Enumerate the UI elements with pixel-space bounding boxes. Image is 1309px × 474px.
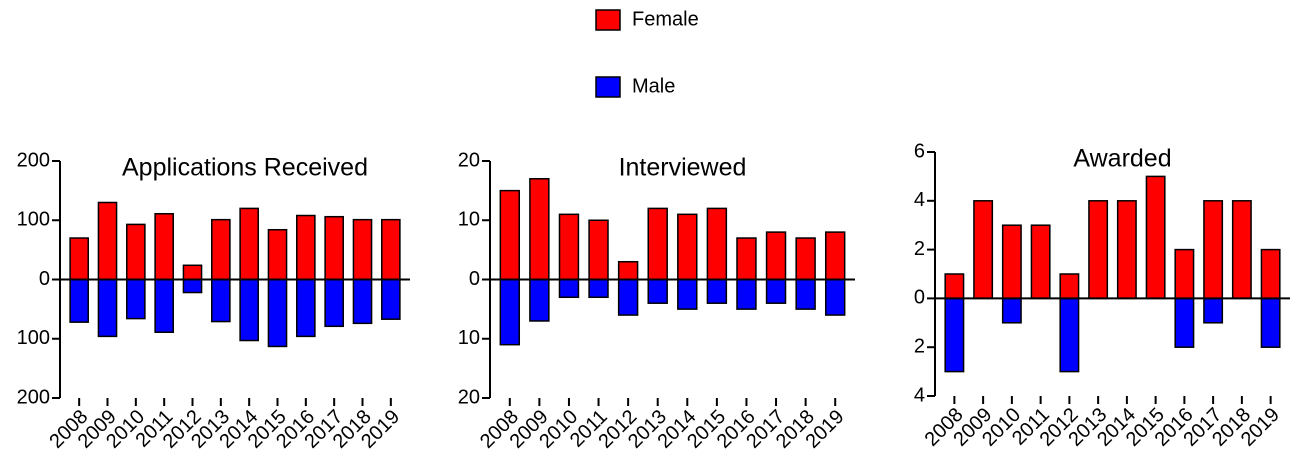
bar bbox=[182, 278, 203, 294]
bar bbox=[381, 278, 401, 320]
bar bbox=[1001, 297, 1022, 324]
bar bbox=[588, 278, 609, 299]
bar bbox=[706, 207, 728, 281]
legend-label: Female bbox=[632, 8, 699, 30]
bar bbox=[1203, 297, 1224, 324]
bar bbox=[529, 178, 550, 281]
y-tick-label: 100 bbox=[17, 327, 50, 349]
bar bbox=[1174, 297, 1195, 348]
bar bbox=[765, 231, 787, 281]
y-tick-label: 200 bbox=[17, 386, 50, 408]
bar bbox=[211, 218, 231, 281]
bar-series bbox=[69, 278, 401, 348]
bar bbox=[499, 189, 521, 281]
bar bbox=[1145, 175, 1166, 300]
bar bbox=[324, 215, 344, 281]
bar bbox=[1030, 224, 1051, 300]
bar bbox=[126, 223, 146, 281]
y-tick-label: 200 bbox=[17, 149, 50, 171]
bar bbox=[973, 200, 994, 300]
y-tick-label: 0 bbox=[914, 287, 925, 309]
bar bbox=[558, 213, 580, 281]
legend-swatch bbox=[595, 9, 621, 31]
bar bbox=[1203, 200, 1224, 300]
bar bbox=[944, 297, 965, 373]
bar bbox=[617, 260, 639, 281]
bar bbox=[558, 278, 580, 299]
y-tick-label: 10 bbox=[458, 209, 480, 231]
bar bbox=[324, 278, 344, 328]
bar bbox=[154, 212, 174, 281]
bar bbox=[97, 278, 118, 338]
y-tick-label: 20 bbox=[458, 386, 480, 408]
chart-title: Applications Received bbox=[122, 154, 368, 182]
bar bbox=[69, 278, 89, 323]
bar bbox=[647, 207, 668, 281]
bar bbox=[499, 278, 521, 346]
bar bbox=[617, 278, 639, 316]
bar bbox=[1174, 248, 1195, 300]
bar bbox=[647, 278, 668, 304]
bar-series bbox=[499, 278, 846, 346]
bar bbox=[765, 278, 787, 304]
bar bbox=[1260, 248, 1281, 300]
bar bbox=[296, 214, 316, 281]
bar bbox=[126, 278, 146, 320]
y-tick-label: 20 bbox=[458, 149, 480, 171]
bar bbox=[239, 278, 259, 342]
bar bbox=[1001, 224, 1022, 300]
bar bbox=[824, 278, 846, 316]
bar-series bbox=[69, 201, 401, 281]
bar bbox=[154, 278, 174, 333]
bar bbox=[1059, 273, 1080, 300]
bar bbox=[211, 278, 231, 323]
bar bbox=[677, 213, 698, 281]
bar-series bbox=[499, 178, 846, 281]
chart-title: Interviewed bbox=[619, 154, 747, 182]
bar bbox=[944, 273, 965, 300]
bar bbox=[706, 278, 728, 304]
y-tick-label: 2 bbox=[914, 335, 925, 357]
bar bbox=[529, 278, 550, 322]
legend-swatch bbox=[595, 76, 621, 98]
bar bbox=[296, 278, 316, 338]
y-tick-label: 100 bbox=[17, 209, 50, 231]
bar bbox=[352, 278, 373, 325]
bar bbox=[267, 228, 288, 281]
y-tick-label: 0 bbox=[39, 268, 50, 290]
bar bbox=[736, 278, 757, 310]
bar bbox=[795, 278, 816, 310]
legend-label: Male bbox=[632, 75, 675, 97]
y-tick-label: 4 bbox=[914, 384, 925, 406]
y-tick-label: 0 bbox=[469, 268, 480, 290]
y-tick-label: 4 bbox=[914, 189, 925, 211]
bar bbox=[588, 219, 609, 281]
bar-series bbox=[944, 175, 1281, 300]
bar bbox=[1231, 200, 1252, 300]
bar bbox=[381, 218, 401, 281]
bar bbox=[352, 218, 373, 281]
bar bbox=[239, 207, 259, 281]
bar bbox=[1116, 200, 1137, 300]
y-tick-label: 2 bbox=[914, 238, 925, 260]
y-tick-label: 10 bbox=[458, 327, 480, 349]
bar bbox=[267, 278, 288, 348]
chart-title: Awarded bbox=[1073, 145, 1171, 173]
bar-series bbox=[944, 297, 1281, 373]
bar bbox=[69, 237, 89, 281]
y-tick-label: 6 bbox=[914, 140, 925, 162]
bar bbox=[677, 278, 698, 310]
bar bbox=[97, 201, 118, 281]
bar bbox=[1088, 200, 1109, 300]
bar bbox=[795, 237, 816, 281]
bar bbox=[1260, 297, 1281, 348]
bar bbox=[1059, 297, 1080, 373]
bar bbox=[736, 237, 757, 281]
bar bbox=[182, 264, 203, 281]
bar bbox=[824, 231, 846, 281]
